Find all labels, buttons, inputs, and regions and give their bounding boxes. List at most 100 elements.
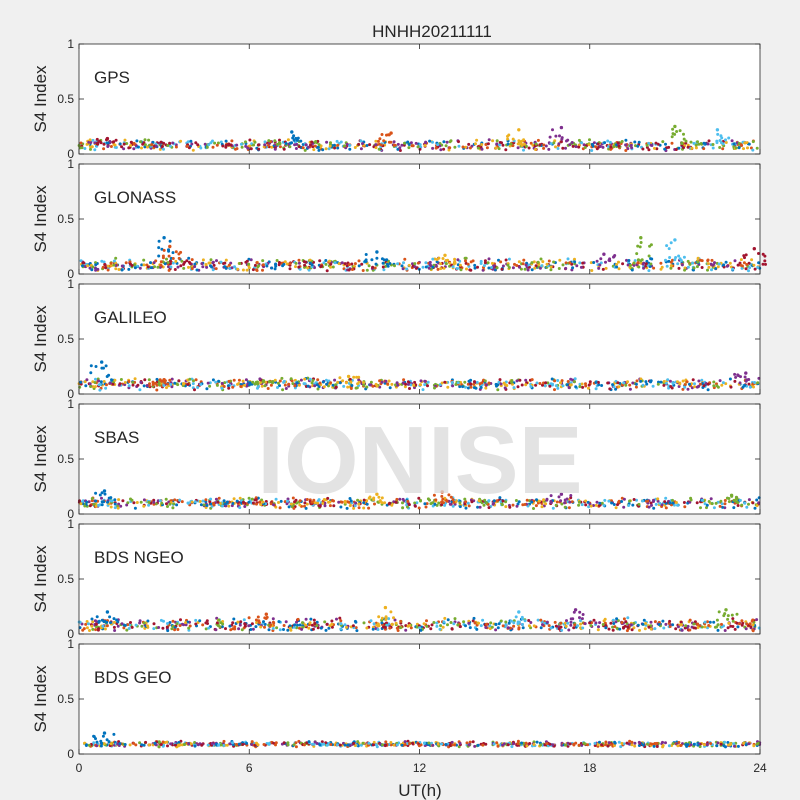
data-point bbox=[320, 264, 323, 268]
data-point bbox=[319, 626, 323, 630]
y-tick-label: 1 bbox=[67, 157, 74, 171]
data-point bbox=[419, 498, 422, 502]
data-point bbox=[751, 148, 755, 152]
data-point bbox=[647, 269, 651, 273]
data-point bbox=[377, 147, 381, 151]
data-point bbox=[733, 259, 737, 263]
data-point bbox=[138, 621, 142, 625]
data-point bbox=[548, 384, 552, 388]
data-point bbox=[466, 386, 470, 390]
data-point bbox=[688, 382, 691, 386]
data-point bbox=[453, 617, 457, 621]
data-point bbox=[751, 501, 755, 505]
data-point bbox=[496, 626, 500, 630]
data-point bbox=[162, 141, 166, 145]
data-point bbox=[324, 378, 328, 382]
data-point bbox=[327, 626, 331, 630]
data-point bbox=[684, 743, 688, 747]
data-point bbox=[112, 732, 116, 736]
data-point bbox=[444, 262, 448, 266]
data-point bbox=[590, 269, 594, 272]
data-point bbox=[580, 617, 584, 621]
data-point bbox=[304, 623, 308, 627]
data-point bbox=[612, 503, 616, 506]
data-point bbox=[438, 144, 442, 148]
data-point bbox=[607, 627, 611, 631]
data-point bbox=[333, 261, 337, 265]
data-point bbox=[422, 741, 426, 745]
data-point bbox=[604, 740, 608, 744]
data-point bbox=[242, 500, 245, 504]
data-point bbox=[617, 260, 620, 264]
data-point bbox=[387, 133, 391, 137]
data-point bbox=[508, 505, 512, 509]
data-point bbox=[537, 499, 541, 503]
data-point bbox=[222, 739, 226, 743]
data-point bbox=[602, 619, 606, 623]
data-point bbox=[453, 260, 457, 264]
data-point bbox=[674, 256, 678, 259]
data-point bbox=[461, 145, 465, 149]
data-point bbox=[249, 258, 253, 262]
data-point bbox=[378, 379, 382, 383]
data-point bbox=[450, 381, 454, 384]
data-point bbox=[484, 626, 488, 629]
data-point bbox=[254, 625, 258, 629]
data-point bbox=[447, 493, 451, 497]
data-point bbox=[737, 146, 741, 150]
data-point bbox=[594, 145, 598, 149]
data-point bbox=[567, 628, 571, 632]
data-point bbox=[105, 624, 109, 628]
data-point bbox=[201, 265, 205, 269]
data-point bbox=[253, 743, 257, 747]
data-point bbox=[463, 380, 467, 384]
data-point bbox=[303, 501, 307, 505]
data-point bbox=[307, 740, 311, 744]
data-point bbox=[233, 625, 237, 629]
data-point bbox=[156, 265, 160, 269]
data-point bbox=[173, 628, 177, 632]
data-point bbox=[534, 142, 538, 146]
data-point bbox=[106, 264, 110, 268]
data-point bbox=[467, 142, 471, 146]
data-point bbox=[666, 378, 670, 382]
data-point bbox=[322, 385, 326, 389]
data-point bbox=[206, 622, 209, 625]
data-point bbox=[757, 252, 760, 255]
data-point bbox=[208, 500, 212, 504]
data-point bbox=[753, 381, 757, 384]
data-point bbox=[633, 259, 637, 263]
data-point bbox=[247, 500, 251, 504]
data-point bbox=[696, 256, 700, 260]
data-point bbox=[118, 742, 122, 746]
data-point bbox=[689, 743, 693, 747]
data-point bbox=[663, 500, 667, 504]
data-point bbox=[159, 140, 163, 144]
data-point bbox=[596, 380, 600, 384]
data-point bbox=[243, 505, 247, 508]
data-point bbox=[423, 379, 427, 383]
data-point bbox=[712, 384, 716, 388]
data-point bbox=[289, 377, 293, 381]
data-point bbox=[673, 258, 677, 262]
data-point bbox=[384, 618, 388, 621]
data-point bbox=[314, 140, 318, 143]
data-point bbox=[310, 623, 314, 627]
data-point bbox=[385, 258, 389, 262]
data-point bbox=[398, 146, 402, 150]
y-tick-label: 0 bbox=[67, 627, 74, 641]
data-point bbox=[187, 626, 191, 630]
data-point bbox=[689, 140, 693, 144]
data-point bbox=[747, 142, 751, 146]
data-point bbox=[183, 743, 187, 746]
data-point bbox=[247, 616, 251, 620]
data-point bbox=[86, 264, 90, 268]
data-point bbox=[259, 381, 263, 384]
data-point bbox=[347, 263, 351, 267]
data-point bbox=[170, 627, 174, 631]
data-point bbox=[436, 742, 440, 746]
data-point bbox=[291, 382, 295, 386]
data-point bbox=[374, 743, 378, 747]
data-point bbox=[431, 265, 435, 269]
